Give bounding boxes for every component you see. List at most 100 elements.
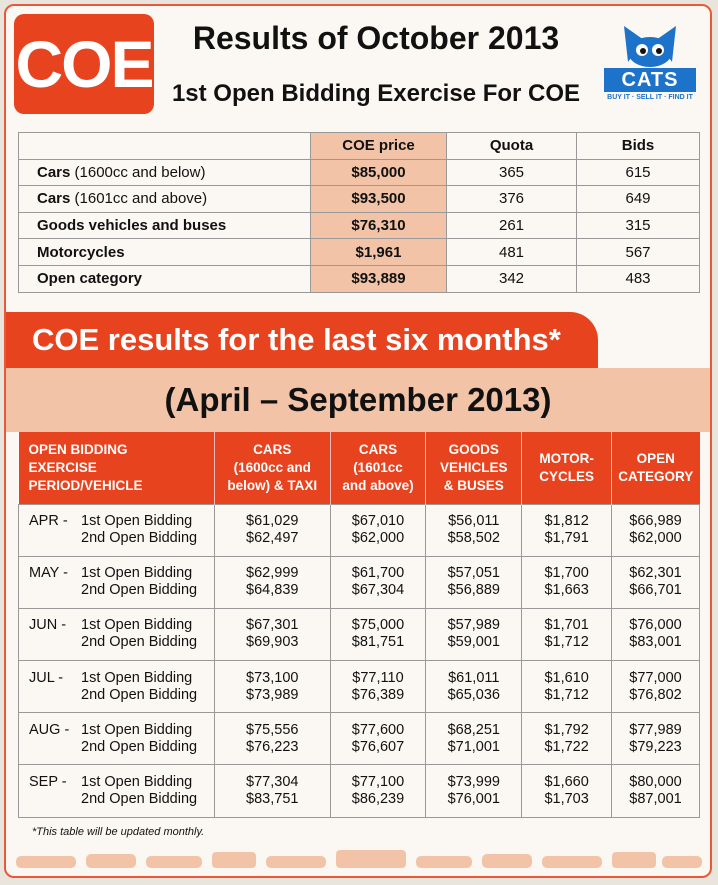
cats-logo: CATS BUY IT · SELL IT · FIND IT (604, 22, 696, 110)
first-bid-value: $77,000 (629, 669, 682, 686)
history-column-header: GOODS VEHICLES & BUSES (425, 432, 522, 504)
page-subtitle: 1st Open Bidding Exercise For COE (171, 80, 581, 107)
coe-price-cell: $85,000 (310, 158, 447, 187)
second-bid-value: $83,751 (246, 791, 299, 808)
first-bid-value: $1,610 (544, 669, 589, 686)
cats-logo-tagline: BUY IT · SELL IT · FIND IT (607, 94, 693, 101)
bidding-label: 2nd Open Bidding (81, 582, 198, 599)
coe-value-cell: $73,100 $73,989 (213, 660, 331, 714)
header-line: below) & TAXI (227, 477, 318, 493)
bids-header: Bids (576, 132, 700, 160)
second-bid-value: $1,712 (544, 686, 589, 703)
coe-value-cell: $57,989 $59,001 (425, 607, 523, 662)
coe-value-cell: $1,701 $1,712 (521, 607, 613, 662)
vehicle-category: Open category (18, 264, 311, 293)
coe-value-cell: $1,792 $1,722 (521, 712, 613, 766)
vehicle-category: Goods vehicles and buses (18, 211, 311, 240)
table-row: Open category $93,889 342 483 (18, 264, 700, 293)
first-bid-value: $68,251 (447, 721, 500, 738)
bidding-label: 2nd Open Bidding (81, 738, 198, 755)
second-bid-value: $86,239 (351, 791, 405, 808)
header-line: & BUSES (443, 477, 504, 493)
coe-value-cell: $1,812 $1,791 (521, 503, 613, 557)
bidding-period: AUG - 1st Open Bidding 2nd Open Bidding (18, 712, 215, 766)
bidding-period: SEP - 1st Open Bidding 2nd Open Bidding (18, 764, 215, 818)
history-column-header: OPEN BIDDING EXERCISE PERIOD/VEHICLE (18, 432, 215, 504)
bids-cell: 649 (576, 185, 700, 213)
second-bid-value: $65,036 (447, 686, 500, 703)
second-bid-value: $67,304 (351, 582, 405, 599)
second-bid-value: $1,663 (544, 582, 589, 599)
coe-price-cell: $76,310 (310, 211, 447, 240)
vehicle-category: Motorcycles (18, 238, 311, 266)
second-bid-value: $69,903 (246, 634, 299, 651)
table-row: MAY - 1st Open Bidding 2nd Open Bidding $62… (18, 555, 700, 609)
header-line: CARS (358, 441, 398, 457)
coe-value-cell: $1,660 $1,703 (521, 764, 613, 818)
coe-value-cell: $76,000 $83,001 (611, 607, 700, 662)
coe-value-cell: $75,000 $81,751 (329, 607, 427, 662)
second-bid-value: $1,712 (544, 634, 589, 651)
header-line: OPEN BIDDING (28, 441, 128, 457)
bidding-label: 2nd Open Bidding (81, 634, 198, 651)
first-bid-value: $77,304 (246, 774, 299, 791)
table-row: Cars (1600cc and below) $85,000 365 615 (18, 158, 700, 187)
month-label: APR - (29, 513, 68, 530)
coe-value-cell: $80,000 $87,001 (611, 764, 700, 818)
month-label: MAY - (29, 565, 68, 582)
coe-value-cell: $1,700 $1,663 (521, 555, 613, 609)
history-column-header: OPEN CATEGORY (611, 432, 700, 504)
first-bid-value: $61,029 (246, 513, 299, 530)
table-row: AUG - 1st Open Bidding 2nd Open Bidding $75… (18, 712, 700, 766)
second-bid-value: $71,001 (447, 738, 500, 755)
first-bid-value: $62,301 (629, 565, 682, 582)
second-bid-value: $83,001 (629, 634, 682, 651)
coe-value-cell: $77,600 $76,607 (329, 712, 427, 766)
second-bid-value: $76,223 (246, 738, 299, 755)
first-bid-value: $75,000 (351, 617, 405, 634)
month-label: JUN - (29, 617, 67, 634)
category-name: Motorcycles (37, 243, 125, 261)
first-bid-value: $77,989 (629, 721, 682, 738)
first-bid-value: $1,700 (544, 565, 589, 582)
second-bid-value: $64,839 (246, 582, 299, 599)
history-column-header: CARS (1601cc and above) (329, 432, 426, 504)
second-bid-value: $1,791 (544, 530, 589, 547)
header-line: CATEGORY (618, 468, 694, 484)
first-bid-value: $73,999 (447, 774, 500, 791)
bidding-label: 1st Open Bidding (81, 721, 193, 738)
first-bid-value: $57,051 (447, 565, 500, 582)
coe-results-page: COE Results of October 2013 1st Open Bid… (4, 4, 712, 878)
first-bid-value: $1,792 (544, 721, 589, 738)
header-line: CYCLES (539, 468, 594, 484)
cats-logo-text: CATS (604, 68, 696, 92)
month-label: SEP - (29, 774, 67, 791)
coe-price-cell: $93,500 (310, 185, 447, 213)
second-bid-value: $79,223 (629, 738, 682, 755)
coe-value-cell: $56,011 $58,502 (425, 503, 523, 557)
second-bid-value: $62,000 (351, 530, 405, 547)
category-name: Open category (37, 270, 143, 288)
period-subbanner: (April – September 2013) (6, 368, 710, 432)
second-bid-value: $76,802 (629, 686, 682, 703)
header-line: OPEN (636, 450, 675, 466)
blank-header-cell (18, 132, 311, 160)
coe-value-cell: $61,029 $62,497 (213, 503, 331, 557)
bidding-label: 2nd Open Bidding (81, 530, 198, 547)
second-bid-value: $73,989 (246, 686, 299, 703)
header-line: (1600cc and (233, 459, 311, 475)
bidding-period: MAY - 1st Open Bidding 2nd Open Bidding (18, 555, 215, 609)
first-bid-value: $62,999 (246, 565, 299, 582)
history-column-header: MOTOR- CYCLES (521, 432, 612, 504)
footnote: *This table will be updated monthly. (32, 826, 205, 838)
coe-price-cell: $93,889 (310, 264, 447, 293)
header-line: GOODS (448, 441, 499, 457)
bids-cell: 567 (576, 238, 700, 266)
bids-cell: 315 (576, 211, 700, 240)
second-bid-value: $1,703 (544, 791, 589, 808)
bidding-period: JUL - 1st Open Bidding 2nd Open Bidding (18, 660, 215, 714)
first-bid-value: $80,000 (629, 774, 682, 791)
first-bid-value: $61,700 (351, 565, 405, 582)
month-label: JUL - (29, 669, 64, 686)
quota-header: Quota (446, 132, 577, 160)
